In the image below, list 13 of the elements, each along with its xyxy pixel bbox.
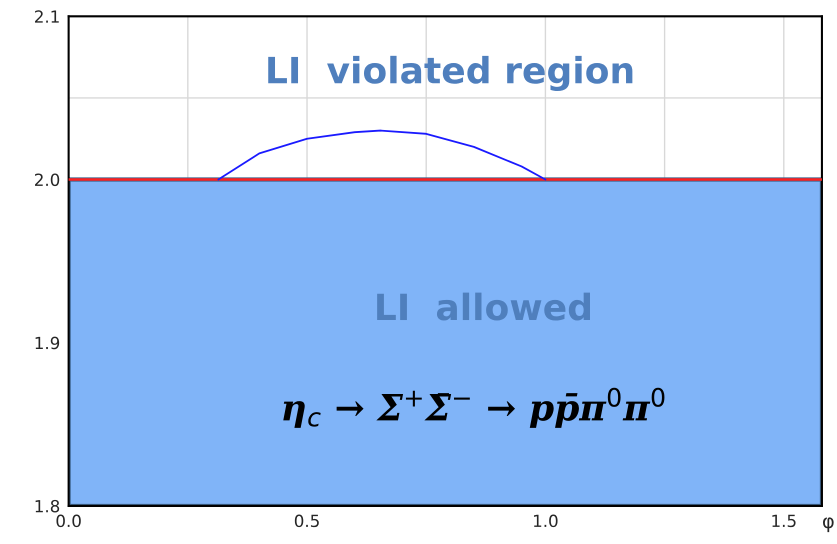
- text: η$_{c}$ → Σ$^{+}$Σ̄$^{−}$ → pp̄π$^{0}$π$^{0}$: [283, 388, 664, 428]
- x-axis-title: φ: [822, 517, 834, 532]
- y-tick-label: 2.1: [35, 10, 59, 23]
- y-tick-label: 2.0: [35, 173, 60, 186]
- annotation: LI violated region: [268, 56, 632, 92]
- x-tick-label: 0.0: [56, 514, 81, 528]
- band-label: LI allowed: [377, 292, 590, 321]
- x-tick-label: 0.5: [294, 514, 319, 528]
- y-tick-label: 1.8: [36, 500, 60, 512]
- y-tick-label: 1.9: [36, 336, 60, 350]
- x-tick-label: 1.5: [772, 514, 796, 528]
- x-tick-label: 1.0: [534, 514, 558, 528]
- line-series: [217, 130, 546, 180]
